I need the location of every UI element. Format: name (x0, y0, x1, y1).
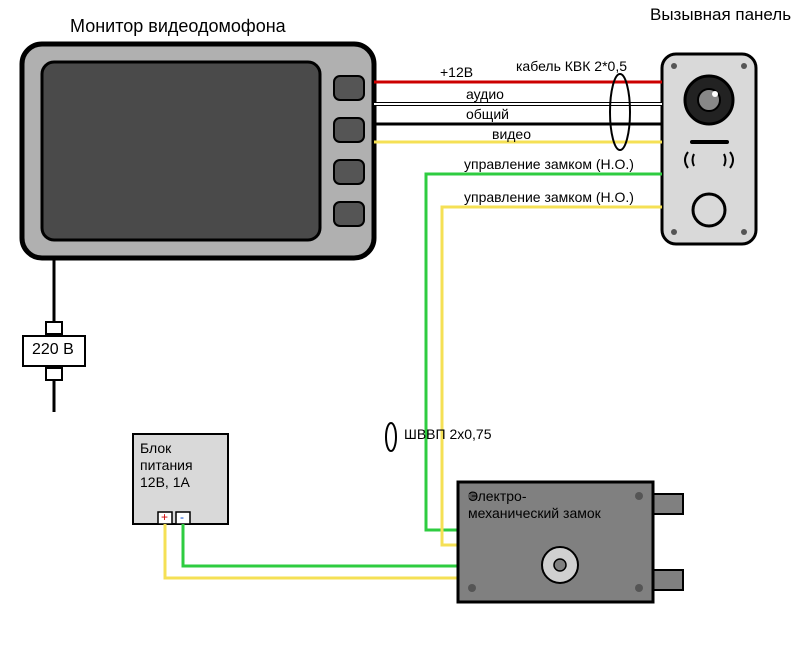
monitor-title: Монитор видеодомофона (70, 16, 286, 37)
wire-label-common: общий (466, 106, 509, 122)
lock-label: Электро- механический замок (468, 488, 601, 522)
psu-minus: - (180, 510, 184, 524)
psu-wire-yellow (165, 524, 458, 578)
psu-wire-green (183, 524, 458, 566)
wire-label-lock1: управление замком (Н.О.) (464, 156, 634, 172)
monitor-button (334, 202, 364, 226)
power-220-label: 220 В (32, 341, 74, 359)
wire-label-12v: +12В (440, 64, 473, 80)
monitor-screen (42, 62, 320, 240)
shvvp-label: ШВВП 2х0,75 (404, 426, 492, 442)
wire-label-kvk: кабель КВК 2*0,5 (516, 58, 627, 74)
call-panel-title: Вызывная панель (650, 6, 770, 25)
psu-label: Блок питания 12В, 1А (140, 440, 193, 490)
monitor-button (334, 76, 364, 100)
monitor-button (334, 118, 364, 142)
wire-label-video: видео (492, 126, 531, 142)
wire-label-lock2: управление замком (Н.О.) (464, 189, 634, 205)
wire-label-audio: аудио (466, 86, 504, 102)
monitor-button (334, 160, 364, 184)
cable-kvk-icon (610, 74, 630, 150)
wire-lock-green (426, 174, 662, 530)
cable-shvvp-icon (386, 423, 396, 451)
psu-plus: + (161, 510, 168, 524)
